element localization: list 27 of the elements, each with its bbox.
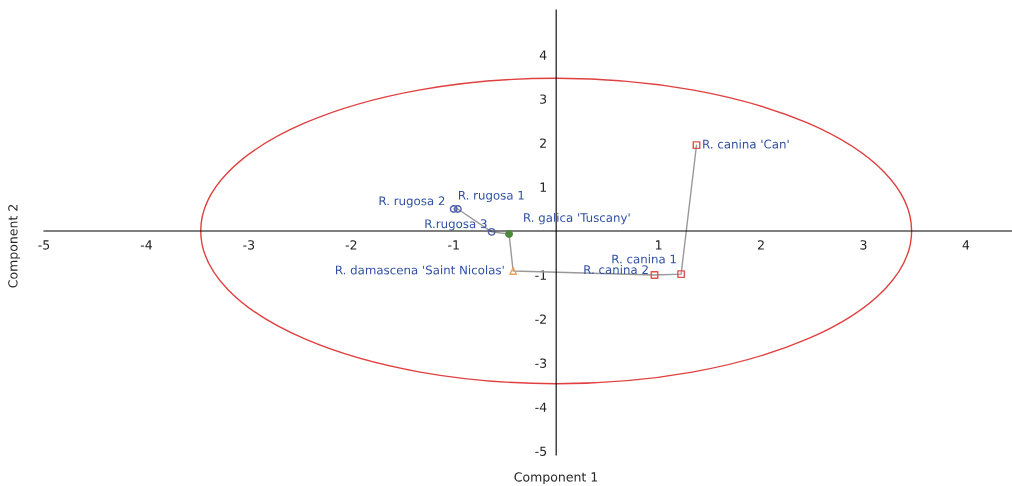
annotation: R. canina 'Can'	[703, 139, 789, 149]
x-tick-label: 2	[757, 240, 764, 250]
y-tick-label: 4	[539, 50, 547, 60]
y-tick-label: 3	[540, 94, 547, 104]
y-tick-label: -4	[535, 402, 547, 412]
x-tick-label: -2	[345, 240, 357, 250]
y-tick-label: 1	[540, 182, 546, 192]
y-tick-label: -1	[535, 270, 546, 280]
y-axis-title: Component 2	[8, 205, 21, 288]
annotation: R. rugosa 1	[458, 190, 524, 203]
x-tick-label: -1	[448, 240, 459, 250]
annotation: R. rugosa 2	[379, 196, 445, 208]
y-tick-label: -3	[535, 358, 547, 368]
x-tick-label: 1	[656, 240, 662, 250]
x-tick-label: 4	[962, 240, 970, 250]
x-tick-label: -3	[243, 240, 255, 250]
x-tick-label: -4	[140, 240, 152, 250]
annotation: R.rugosa 3	[425, 219, 487, 231]
annotation: R. damascena 'Saint Nicolas'	[336, 265, 504, 275]
y-tick-label: -5	[535, 446, 547, 456]
x-tick-label: 3	[860, 240, 867, 250]
annotation: R. canina 2	[584, 264, 648, 275]
y-tick-label: -2	[535, 314, 546, 324]
y-tick-label: 2	[540, 138, 546, 148]
annotation: R. canina 1	[612, 254, 676, 264]
x-axis-title: Component 1	[514, 472, 598, 485]
x-tick-label: -5	[38, 240, 50, 250]
